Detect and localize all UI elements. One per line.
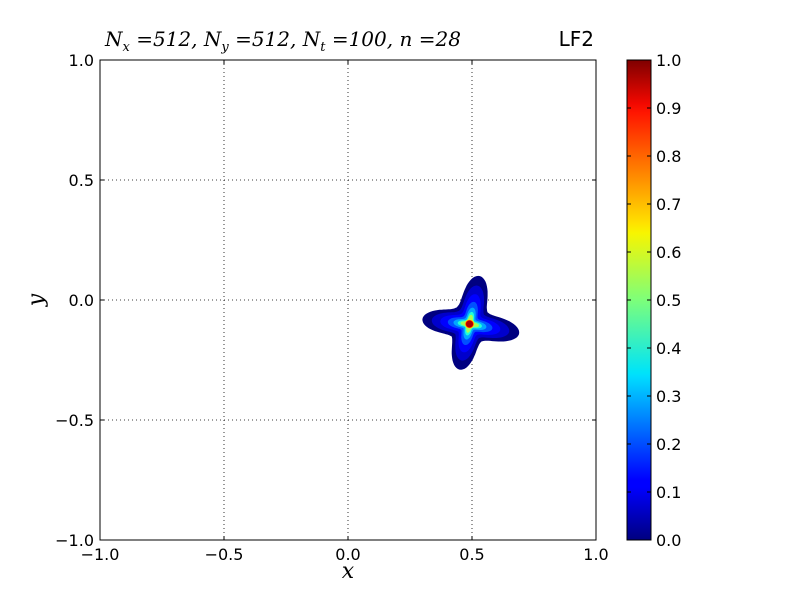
x-tick-label: −0.5 <box>205 545 244 564</box>
plot-area: −1.0 −0.5 0.0 0.5 1.0 −1.0 −0.5 0.0 0.5 1.0 <box>55 51 609 564</box>
colorbar-tick-label: 1.0 <box>656 51 681 70</box>
x-tick-label: −1.0 <box>81 545 120 564</box>
heatmap-field <box>422 275 520 370</box>
colorbar-tick-label: 0.5 <box>656 291 681 310</box>
x-axis-ticks: −1.0 −0.5 0.0 0.5 1.0 <box>81 60 609 564</box>
colorbar-tick-label: 0.3 <box>656 387 681 406</box>
colorbar-tick-label: 0.2 <box>656 435 681 454</box>
colorbar-ticks: 0.0 0.1 0.2 0.3 0.4 0.5 0.6 0.7 0.8 0.9 1.0 <box>627 51 681 550</box>
chart-title-right: LF2 <box>559 27 594 51</box>
y-axis-ticks: −1.0 −0.5 0.0 0.5 1.0 <box>55 51 596 550</box>
colorbar-tick-label: 0.8 <box>656 147 681 166</box>
colorbar-tick-label: 0.4 <box>656 339 681 358</box>
y-tick-label: 1.0 <box>69 51 94 70</box>
colorbar: 0.0 0.1 0.2 0.3 0.4 0.5 0.6 0.7 0.8 0.9 1.0 <box>626 51 681 550</box>
contour-level <box>466 320 473 328</box>
y-tick-label: 0.0 <box>69 291 94 310</box>
colorbar-tick-label: 0.1 <box>656 483 681 502</box>
x-tick-label: 1.0 <box>583 545 608 564</box>
x-tick-label: 0.5 <box>459 545 484 564</box>
svg-text:Nx =512, Ny =512,: Nx =512, Ny =512, Nt =100, n =28 <box>104 27 461 55</box>
colorbar-tick-label: 0.7 <box>656 195 681 214</box>
colorbar-tick-label: 0.6 <box>656 243 681 262</box>
y-tick-label: 0.5 <box>69 171 94 190</box>
colorbar-tick-label: 0.0 <box>656 531 681 550</box>
y-axis-label: y <box>24 293 49 307</box>
colorbar-tick-label: 0.9 <box>656 99 681 118</box>
chart-title: Nx =512, Ny =512, Nt =100, n =28 <box>104 27 461 55</box>
y-tick-label: −1.0 <box>55 531 94 550</box>
y-tick-label: −0.5 <box>55 411 94 430</box>
x-tick-label: 0.0 <box>335 545 360 564</box>
x-axis-label: x <box>342 559 355 584</box>
